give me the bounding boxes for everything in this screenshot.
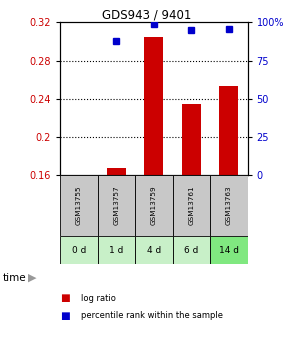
Text: GSM13759: GSM13759 [151,186,157,225]
Bar [182,105,201,175]
Bar [173,236,210,264]
Text: GSM13763: GSM13763 [226,186,232,225]
Bar [173,175,210,236]
Bar [98,175,135,236]
Bar [135,236,173,264]
Bar [60,175,98,236]
Text: 1 d: 1 d [109,246,124,255]
Text: ■: ■ [60,294,70,303]
Text: log ratio: log ratio [81,294,115,303]
Text: GSM13757: GSM13757 [113,186,119,225]
Bar [135,175,173,236]
Text: ▶: ▶ [28,273,36,283]
Text: ■: ■ [60,311,70,321]
Bar [219,86,238,175]
Bar [210,175,248,236]
Bar [60,236,98,264]
Bar [98,236,135,264]
Text: time: time [3,273,27,283]
Bar [107,168,126,175]
Bar [144,37,163,175]
Bar [210,236,248,264]
Text: 14 d: 14 d [219,246,239,255]
Text: 4 d: 4 d [147,246,161,255]
Text: GDS943 / 9401: GDS943 / 9401 [102,9,191,22]
Text: 0 d: 0 d [71,246,86,255]
Text: GSM13761: GSM13761 [188,186,194,225]
Text: percentile rank within the sample: percentile rank within the sample [81,311,223,320]
Text: GSM13755: GSM13755 [76,186,82,225]
Text: 6 d: 6 d [184,246,199,255]
